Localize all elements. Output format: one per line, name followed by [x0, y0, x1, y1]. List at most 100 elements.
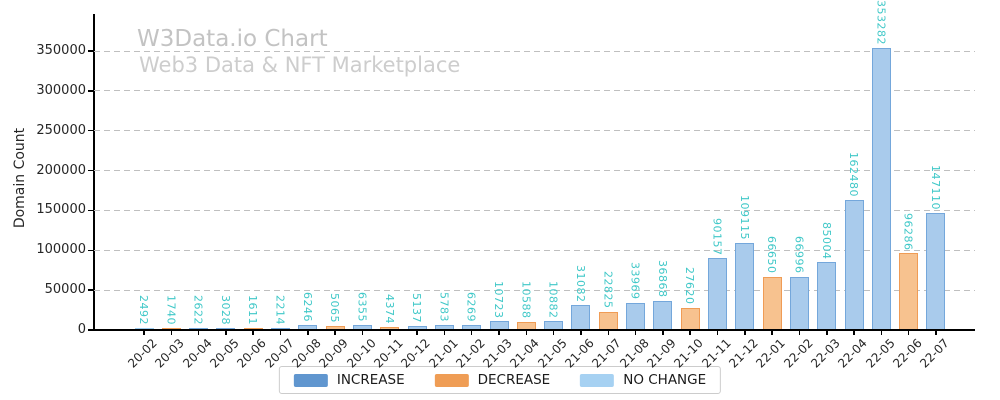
x-tick-label-22-05: 22-05: [862, 336, 898, 371]
bar-21-12: [735, 243, 755, 330]
legend-item-increase: INCREASE: [293, 372, 405, 388]
x-tick-mark: [935, 330, 937, 335]
decrease-swatch-icon: [434, 373, 469, 387]
y-tick-mark: [88, 249, 93, 252]
bar-20-10: [352, 324, 372, 330]
x-tick-mark: [634, 330, 637, 335]
bar-value-22-06: 96286: [901, 212, 915, 251]
bar-22-05: [871, 48, 891, 330]
bar-value-20-05: 3028: [218, 294, 232, 325]
x-tick-mark: [716, 330, 719, 335]
bar-20-04: [189, 327, 209, 330]
bar-22-02: [789, 276, 809, 330]
bar-value-22-01: 66650: [765, 236, 779, 274]
y-tick-label-300000: 300000: [36, 82, 86, 98]
y-tick-mark: [88, 129, 93, 132]
bar-value-20-10: 6355: [355, 291, 369, 322]
x-tick-mark: [252, 330, 254, 335]
x-tick-label-20-03: 20-03: [152, 336, 188, 371]
bar-value-20-04: 2622: [191, 294, 205, 325]
bar-value-22-03: 85004: [819, 221, 833, 260]
bar-21-10: [680, 307, 700, 330]
y-tick-label-50000: 50000: [44, 282, 86, 298]
gridline-50000: [94, 289, 975, 291]
increase-swatch-icon: [293, 373, 328, 387]
bar-21-09: [653, 300, 673, 330]
chart-title: W3Data.io Chart: [137, 26, 328, 52]
bar-value-20-06: 1611: [246, 295, 260, 325]
bar-value-20-11: 4374: [382, 293, 396, 324]
bar-value-22-04: 162480: [847, 152, 861, 198]
x-tick-mark: [470, 330, 473, 335]
legend-label-decrease: DECREASE: [477, 372, 551, 388]
x-tick-label-22-06: 22-06: [890, 336, 925, 371]
x-tick-mark: [771, 330, 773, 335]
gridline-200000: [94, 170, 975, 172]
bar-value-20-08: 6246: [300, 292, 314, 323]
bar-value-20-02: 2492: [137, 295, 150, 325]
y-tick-label-100000: 100000: [36, 242, 86, 258]
legend: INCREASE DECREASE NO CHANGE: [278, 366, 722, 394]
bar-22-07: [926, 212, 946, 330]
bar-value-21-11: 90157: [710, 217, 724, 256]
bar-22-03: [817, 262, 837, 330]
y-tick-mark: [88, 209, 93, 212]
x-tick-mark: [744, 330, 746, 335]
bar-21-02: [462, 325, 482, 330]
bar-20-11: [380, 326, 400, 330]
x-tick-mark: [416, 330, 418, 335]
x-tick-label-22-07: 22-07: [917, 336, 952, 371]
bar-value-22-07: 147110: [928, 164, 942, 210]
bar-value-21-06: 31082: [573, 264, 587, 303]
y-tick-label-250000: 250000: [36, 122, 86, 138]
y-tick-mark: [88, 50, 93, 52]
bar-20-05: [216, 327, 236, 330]
bar-value-20-07: 2214: [273, 295, 287, 325]
bar-21-03: [489, 321, 509, 330]
bar-value-22-05: 353282: [874, 0, 888, 46]
bar-21-07: [598, 311, 618, 330]
x-tick-mark: [225, 330, 227, 335]
y-tick-label-0: 0: [77, 322, 86, 337]
x-tick-mark: [334, 330, 336, 335]
bar-20-12: [407, 325, 427, 330]
y-axis-line: [93, 14, 95, 330]
x-tick-label-20-04: 20-04: [179, 336, 215, 371]
bar-21-04: [516, 321, 536, 330]
x-tick-mark: [361, 330, 364, 335]
y-tick-mark: [88, 90, 93, 92]
bar-value-20-03: 1740: [164, 295, 178, 325]
x-tick-label-20-05: 20-05: [207, 336, 242, 371]
x-tick-label-21-12: 21-12: [726, 336, 761, 371]
x-tick-mark: [279, 330, 282, 335]
x-tick-label-22-01: 22-01: [753, 336, 789, 371]
gridline-300000: [94, 90, 975, 92]
x-tick-mark: [907, 330, 910, 335]
bar-value-21-02: 6269: [464, 292, 478, 323]
bar-value-21-12: 109115: [737, 195, 751, 241]
x-tick-label-20-02: 20-02: [125, 336, 160, 371]
y-tick-mark: [88, 329, 93, 331]
bar-value-21-04: 10588: [519, 281, 533, 319]
x-tick-mark: [607, 330, 610, 335]
x-tick-label-22-03: 22-03: [808, 336, 843, 371]
bar-value-21-01: 5783: [437, 292, 451, 323]
bar-value-21-03: 10723: [492, 280, 506, 319]
x-tick-mark: [143, 330, 145, 335]
gridline-350000: [94, 50, 975, 52]
gridline-150000: [94, 209, 975, 211]
gridline-250000: [94, 130, 975, 132]
nochange-swatch-icon: [580, 373, 615, 387]
bar-21-11: [708, 258, 727, 330]
x-tick-mark: [798, 330, 801, 335]
bar-22-01: [762, 276, 782, 330]
bar-21-06: [571, 305, 591, 330]
legend-label-nochange: NO CHANGE: [623, 372, 707, 388]
x-tick-mark: [580, 330, 582, 335]
bar-20-09: [325, 325, 345, 330]
bar-value-21-05: 10882: [546, 280, 560, 319]
y-tick-label-200000: 200000: [36, 162, 86, 178]
bar-21-05: [544, 321, 564, 330]
x-tick-mark: [689, 330, 691, 335]
